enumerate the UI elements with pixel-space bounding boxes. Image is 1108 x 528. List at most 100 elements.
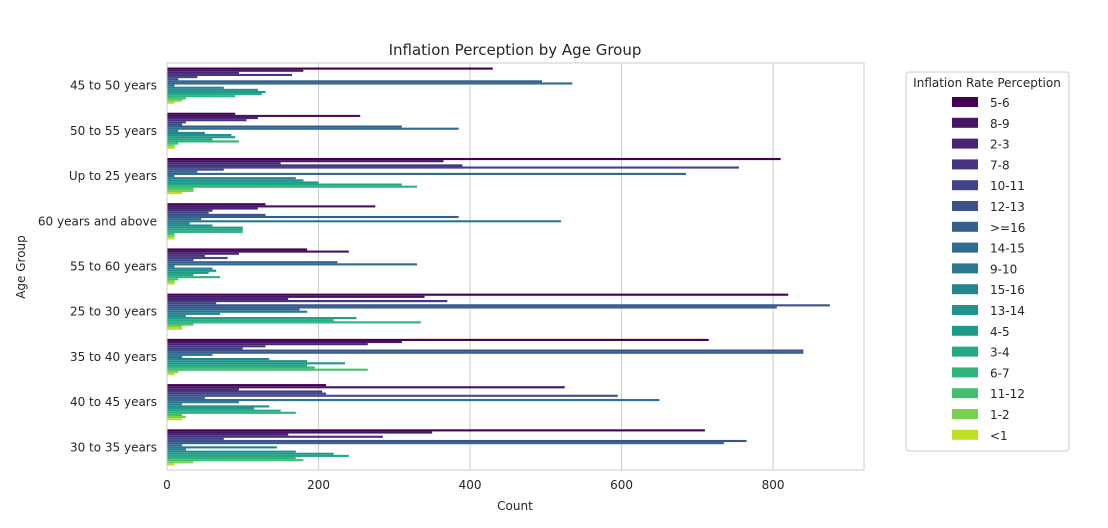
bar (167, 293, 789, 296)
bar-group (167, 248, 418, 285)
legend-swatch (952, 242, 978, 253)
bar (167, 129, 179, 132)
bar (167, 170, 198, 173)
bar (167, 267, 213, 270)
bar (167, 95, 236, 98)
legend-swatch (952, 138, 978, 149)
legend-swatch (952, 180, 978, 191)
bar (167, 259, 194, 262)
bar (167, 119, 247, 122)
bar (167, 160, 444, 163)
legend-title: Inflation Rate Perception (913, 76, 1061, 90)
legend-items: 5-6 8-9 2-3 7-8 10-11 12-13 >=16 14-15 9-10 15-16… (952, 96, 1025, 443)
bar (167, 127, 459, 130)
bar (167, 101, 175, 104)
legend-label: >=16 (990, 221, 1025, 235)
bar (167, 444, 183, 447)
bar (167, 418, 183, 421)
legend-frame (905, 71, 1070, 452)
bar (167, 112, 236, 115)
bar (167, 308, 300, 311)
bar (167, 278, 179, 281)
bar (167, 384, 327, 387)
bar (167, 86, 224, 89)
bar (167, 347, 243, 350)
x-tick-label: 0 (163, 478, 171, 492)
bar (167, 209, 213, 212)
bar (167, 321, 421, 324)
bar (167, 407, 255, 410)
bar (167, 411, 296, 414)
bar (167, 97, 186, 100)
bar (167, 394, 618, 397)
y-tick-label: 60 years and above (38, 214, 157, 228)
bar (167, 256, 228, 260)
bar (167, 360, 308, 363)
bar (167, 76, 198, 79)
legend-swatch (952, 221, 978, 232)
bar (167, 271, 209, 274)
bar (167, 372, 175, 376)
bar (167, 448, 186, 451)
bar (167, 84, 175, 87)
legend-label: 1-2 (990, 408, 1010, 422)
bar-group (167, 293, 830, 330)
bar-group (167, 203, 561, 240)
legend-item: 13-14 (952, 304, 1025, 318)
bar (167, 185, 418, 188)
bar (167, 269, 217, 272)
chart-title: Inflation Perception by Age Group (389, 41, 642, 59)
legend-label: 13-14 (990, 304, 1025, 318)
bar (167, 312, 221, 315)
legend-label: 15-16 (990, 283, 1025, 297)
bar (167, 80, 543, 83)
y-tick-label: 30 to 35 years (70, 440, 157, 454)
bar (167, 429, 705, 432)
bar (167, 235, 175, 238)
bar (167, 340, 402, 344)
bar (167, 349, 804, 352)
bar (167, 181, 319, 184)
bar (167, 230, 243, 233)
bar (167, 358, 270, 361)
bar (167, 433, 289, 436)
bar (167, 452, 334, 455)
legend-swatch (952, 201, 978, 211)
bar (167, 144, 175, 147)
bar (167, 442, 724, 445)
bar (167, 263, 418, 266)
bar (167, 164, 463, 167)
bar (167, 162, 281, 165)
legend-swatch (952, 429, 978, 440)
bar (167, 187, 194, 190)
bar (167, 179, 304, 182)
legend-label: 8-9 (990, 117, 1010, 131)
bar (167, 276, 221, 279)
bar (167, 282, 175, 285)
bar (167, 99, 183, 102)
bar (167, 431, 433, 434)
bar (167, 338, 709, 341)
bar (167, 224, 213, 227)
bar (167, 123, 183, 126)
bar (167, 456, 296, 460)
y-tick-label: 25 to 30 years (70, 305, 157, 319)
legend-label: 12-13 (990, 200, 1025, 214)
bar (167, 401, 239, 404)
bar (167, 250, 349, 253)
bar (167, 121, 186, 124)
bar (167, 174, 175, 178)
bar (167, 226, 243, 229)
legend-swatch (952, 305, 978, 315)
bar (167, 117, 258, 120)
x-tick-label: 800 (762, 478, 785, 492)
bar (167, 355, 183, 359)
legend-item: 3-4 (952, 346, 1010, 360)
bar (167, 390, 323, 393)
bar (167, 90, 266, 94)
legend-item: 1-2 (952, 408, 1010, 422)
legend-label: 2-3 (990, 138, 1010, 152)
bar (167, 114, 361, 118)
bar (167, 461, 194, 464)
bar (167, 398, 660, 402)
